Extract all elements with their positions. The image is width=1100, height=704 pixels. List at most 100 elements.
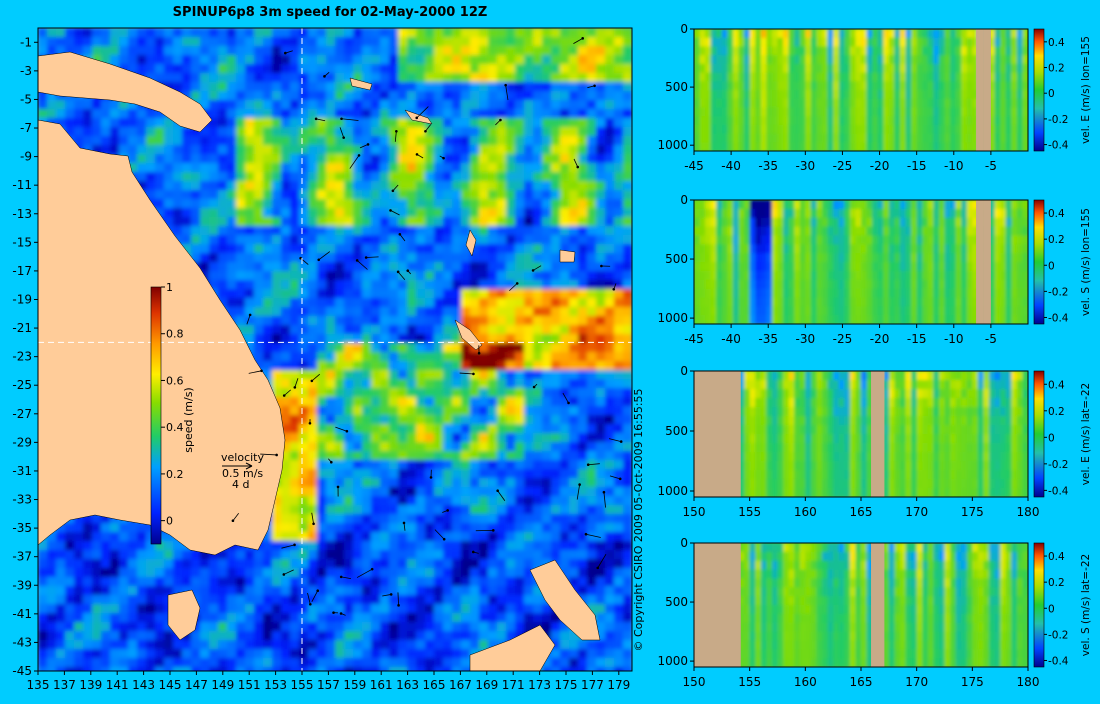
speed-cell (371, 91, 381, 101)
speed-cell (218, 82, 228, 92)
speed-cell (290, 640, 300, 650)
speed-cell (551, 37, 561, 47)
speed-cell (596, 91, 606, 101)
speed-cell (371, 397, 381, 407)
speed-cell (479, 424, 489, 434)
speed-cell (137, 172, 147, 182)
speed-cell (488, 550, 498, 560)
speed-cell (533, 532, 543, 542)
speed-cell (443, 604, 453, 614)
speed-cell (434, 496, 444, 506)
speed-cell (290, 478, 300, 488)
speed-cell (128, 568, 138, 578)
speed-cell (326, 325, 336, 335)
speed-cell (506, 532, 516, 542)
speed-cell (200, 163, 210, 173)
speed-cell (569, 235, 579, 245)
speed-cell (119, 613, 129, 623)
speed-cell (299, 469, 309, 479)
speed-cell (173, 199, 183, 209)
speed-cell (614, 460, 624, 470)
speed-cell (533, 109, 543, 119)
speed-cell (281, 253, 291, 263)
speed-cell (479, 181, 489, 191)
speed-cell (506, 271, 516, 281)
speed-cell (542, 316, 552, 326)
speed-cell (605, 550, 615, 560)
speed-cell (560, 172, 570, 182)
speed-cell (569, 226, 579, 236)
speed-cell (578, 226, 588, 236)
speed-cell (470, 190, 480, 200)
lat-tick-label: -19 (12, 292, 32, 306)
speed-cell (461, 262, 471, 272)
speed-cell (479, 541, 489, 551)
speed-cell (569, 154, 579, 164)
speed-cell (560, 91, 570, 101)
speed-cell (452, 604, 462, 614)
speed-cell (416, 406, 426, 416)
speed-cell (524, 217, 534, 227)
speed-cell (461, 649, 471, 659)
speed-cell (515, 469, 525, 479)
speed-cell (605, 37, 615, 47)
speed-cell (200, 235, 210, 245)
speed-cell (290, 370, 300, 380)
speed-cell (389, 217, 399, 227)
speed-cell (353, 631, 363, 641)
speed-cell (218, 136, 228, 146)
speed-cell (317, 487, 327, 497)
speed-cell (272, 307, 282, 317)
speed-cell (452, 208, 462, 218)
speed-cell (605, 415, 615, 425)
speed-cell (479, 595, 489, 605)
speed-cell (533, 550, 543, 560)
speed-cell (488, 100, 498, 110)
speed-cell (200, 622, 210, 632)
speed-cell (245, 145, 255, 155)
speed-cell (290, 460, 300, 470)
speed-cell (506, 289, 516, 299)
speed-cell (254, 91, 264, 101)
speed-cell (47, 100, 57, 110)
speed-cell (380, 568, 390, 578)
speed-cell (344, 271, 354, 281)
speed-cell (542, 163, 552, 173)
speed-cell (371, 289, 381, 299)
speed-cell (389, 595, 399, 605)
speed-cell (506, 316, 516, 326)
speed-cell (74, 532, 84, 542)
speed-cell (362, 181, 372, 191)
velocity-arrow-head (587, 463, 590, 466)
speed-cell (335, 343, 345, 353)
speed-cell (614, 109, 624, 119)
speed-cell (551, 55, 561, 65)
velocity-arrow-head (415, 117, 418, 120)
speed-cell (317, 244, 327, 254)
speed-cell (290, 559, 300, 569)
speed-cell (488, 154, 498, 164)
speed-cell (587, 100, 597, 110)
speed-cell (326, 640, 336, 650)
speed-cell (254, 640, 264, 650)
speed-cell (605, 46, 615, 56)
speed-cell (317, 514, 327, 524)
velocity-arrow-head (346, 430, 349, 433)
speed-cell (173, 559, 183, 569)
speed-cell (326, 379, 336, 389)
speed-cell (191, 649, 201, 659)
speed-cell (398, 379, 408, 389)
speed-cell (236, 568, 246, 578)
speed-cell (407, 496, 417, 506)
speed-cell (317, 532, 327, 542)
speed-cell (218, 100, 228, 110)
speed-cell (308, 145, 318, 155)
speed-cell (128, 532, 138, 542)
speed-cell (614, 100, 624, 110)
speed-cell (533, 37, 543, 47)
speed-cell (74, 109, 84, 119)
speed-cell (317, 199, 327, 209)
speed-cell (515, 190, 525, 200)
speed-cell (542, 271, 552, 281)
speed-cell (569, 541, 579, 551)
